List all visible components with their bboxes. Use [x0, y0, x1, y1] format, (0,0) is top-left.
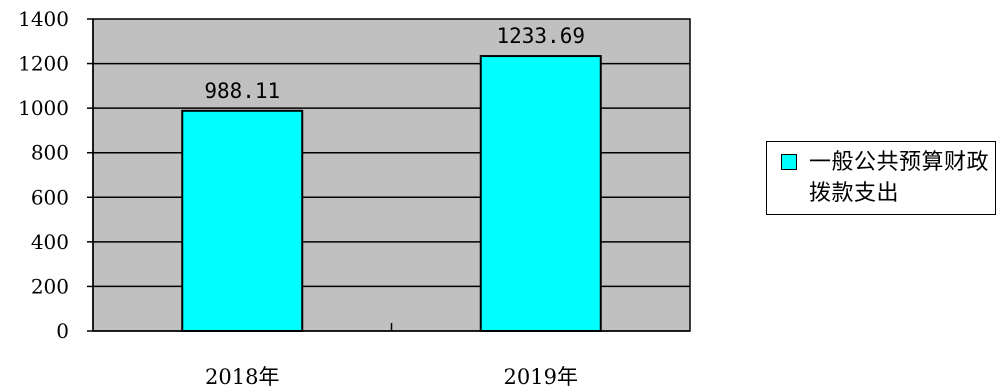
legend: 一般公共预算财政拨款支出	[766, 141, 996, 215]
legend-swatch	[781, 154, 797, 170]
y-tick-label: 1000	[18, 96, 69, 120]
y-tick-label: 600	[31, 185, 69, 209]
y-tick-label: 1400	[18, 7, 69, 31]
y-tick-label: 200	[31, 274, 69, 298]
y-tick-label: 0	[56, 319, 69, 343]
x-category-label: 2019年	[504, 365, 578, 389]
data-label: 1233.69	[496, 24, 585, 48]
bar	[181, 109, 304, 332]
legend-label: 一般公共预算财政拨款支出	[809, 150, 990, 206]
data-label: 988.11	[204, 79, 280, 103]
y-tick-label: 1200	[18, 52, 69, 76]
y-tick-label: 400	[31, 230, 69, 254]
y-tick-label: 800	[31, 141, 69, 165]
x-category-label: 2018年	[205, 365, 279, 389]
bar	[479, 55, 602, 332]
